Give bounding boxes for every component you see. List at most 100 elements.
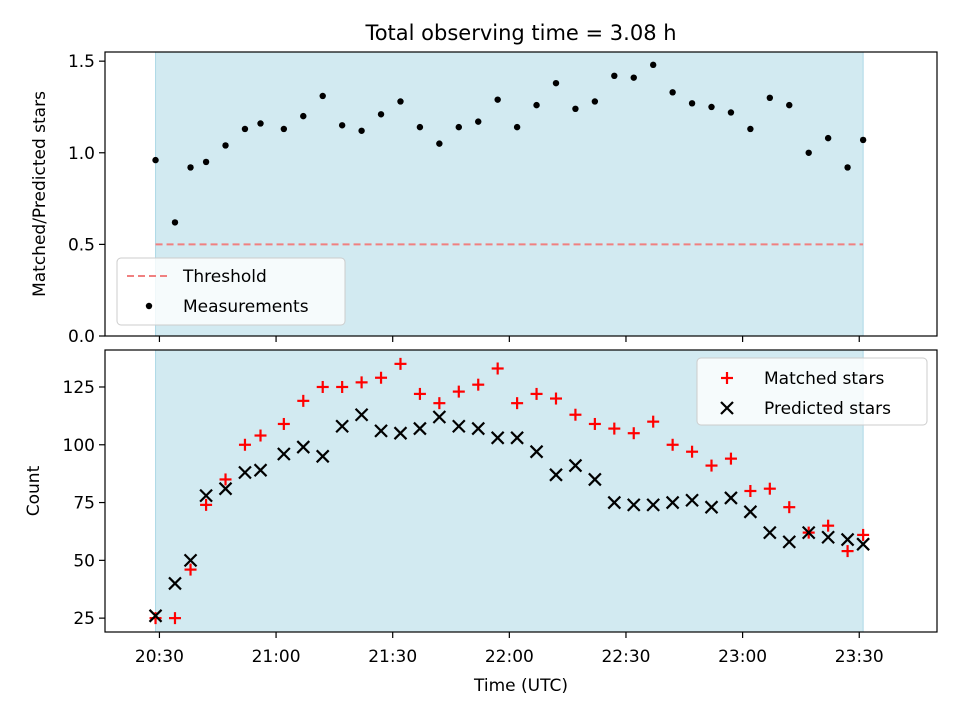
legend-predicted-marker (720, 401, 734, 415)
matched-star-point (149, 612, 162, 625)
predicted-star-point (253, 463, 268, 477)
count-y-tick-label: 50 (73, 551, 95, 571)
measurement-point (300, 112, 307, 120)
matched-star-point (184, 563, 197, 576)
matched-star-point (822, 519, 835, 532)
matched-star-point (744, 485, 757, 497)
measurement-point (187, 164, 194, 171)
matched-star-point (336, 380, 349, 393)
matched-star-point (530, 387, 543, 400)
measurement-point (152, 156, 159, 164)
measurement-point (708, 103, 715, 111)
measurement-point (416, 123, 424, 131)
ratio-y-tick-label: 1.5 (68, 52, 95, 72)
predicted-star-point (374, 424, 388, 438)
measurement-point (436, 140, 443, 147)
predicted-star-point-b (685, 493, 699, 508)
ratio-legend-box (116, 257, 346, 326)
predicted-star-point-b (529, 444, 544, 459)
measurement-point (222, 142, 229, 149)
measurement-point (319, 92, 326, 100)
count-legend: Matched stars Predicted stars (696, 357, 928, 426)
predicted-star-point-b (452, 419, 466, 434)
measurement-point (241, 125, 249, 133)
matched-star-point (200, 498, 213, 511)
matched-star-point (254, 429, 267, 442)
measurement-point (572, 105, 579, 113)
predicted-star-point-b (821, 530, 835, 545)
predicted-star-point-b (218, 481, 233, 496)
measurement-point (786, 101, 793, 109)
ratio-legend: Threshold Measurements (116, 257, 346, 326)
predicted-star-point (588, 472, 602, 487)
measurement-point (202, 158, 210, 166)
predicted-star-point (296, 440, 311, 454)
matched-star-point (355, 376, 368, 389)
matched-star-point (375, 371, 388, 384)
time-x-axis-label: Time (UTC) (473, 676, 568, 696)
count-y-tick-label: 25 (73, 609, 95, 629)
predicted-star-point (218, 481, 233, 496)
measurement-point (611, 72, 618, 80)
matched-star-point (511, 397, 524, 410)
ratio-x-ticks (158, 336, 860, 342)
predicted-star-point-b (549, 468, 563, 482)
ratio-y-tick-label: 1.0 (68, 144, 95, 164)
measurement-point (844, 164, 851, 171)
measurement-point (630, 74, 637, 81)
ratio-panel: 0.0 0.5 1.0 1.5 Matched/Predicted stars Thr… (30, 51, 938, 347)
measurement-point (591, 98, 599, 105)
predicted-star-point (743, 505, 758, 519)
predicted-star-point-b (763, 525, 777, 540)
predicted-star-point-b (296, 440, 311, 454)
ratio-panel-frame (104, 51, 938, 337)
measurement-point (280, 125, 288, 133)
matched-star-point (627, 427, 640, 440)
time-x-tick-label: 22:30 (601, 647, 650, 667)
predicted-star-point (840, 532, 855, 547)
matched-stars-points (149, 357, 870, 625)
measurement-point (669, 89, 676, 96)
legend-predicted-label: Predicted stars (764, 399, 891, 419)
predicted-star-point (724, 491, 738, 505)
time-x-tick-label: 22:00 (485, 647, 534, 667)
count-panel-frame (104, 349, 938, 633)
predicted-star-point (763, 525, 777, 540)
matched-star-point (783, 501, 796, 514)
measurement-point (805, 149, 812, 156)
matched-star-point (316, 380, 329, 393)
predicted-star-point (801, 525, 816, 540)
count-y-tick-label: 100 (63, 436, 95, 456)
legend-matched-marker (721, 372, 733, 384)
predicted-star-point-b (183, 553, 198, 568)
ratio-y-axis-label: Matched/Predicted stars (30, 91, 50, 297)
predicted-star-point (277, 447, 291, 461)
predicted-star-point (199, 488, 213, 503)
legend-measurements-swatch (145, 302, 153, 310)
matched-star-point (472, 378, 485, 391)
count-y-axis: 25 50 75 100 125 (63, 378, 105, 629)
predicted-star-point-b (238, 465, 252, 480)
count-y-tick-label: 75 (73, 494, 95, 514)
predicted-star-point-b (704, 500, 719, 514)
predicted-star-point-b (393, 426, 408, 440)
ratio-y-tick-label: 0.0 (68, 327, 95, 347)
matched-star-point (763, 482, 776, 495)
matched-star-point (433, 397, 446, 410)
matched-star-point (219, 473, 232, 486)
count-y-axis-label: Count (24, 465, 44, 516)
predicted-star-point-b (568, 458, 583, 473)
predicted-star-point (510, 431, 524, 445)
matched-star-point (238, 438, 251, 451)
predicted-star-point-b (490, 431, 505, 445)
predicted-star-point (568, 458, 583, 473)
matched-star-point (666, 438, 679, 451)
count-panel: 25 50 75 100 125 20:30 21:00 21:30 22:00 22:30 23… (24, 349, 938, 696)
predicted-star-point-b (148, 609, 163, 623)
predicted-star-point (432, 410, 447, 424)
predicted-star-point (471, 421, 486, 436)
predicted-star-point-b (199, 488, 213, 503)
predicted-star-point (529, 444, 544, 459)
matched-star-point (297, 394, 310, 407)
